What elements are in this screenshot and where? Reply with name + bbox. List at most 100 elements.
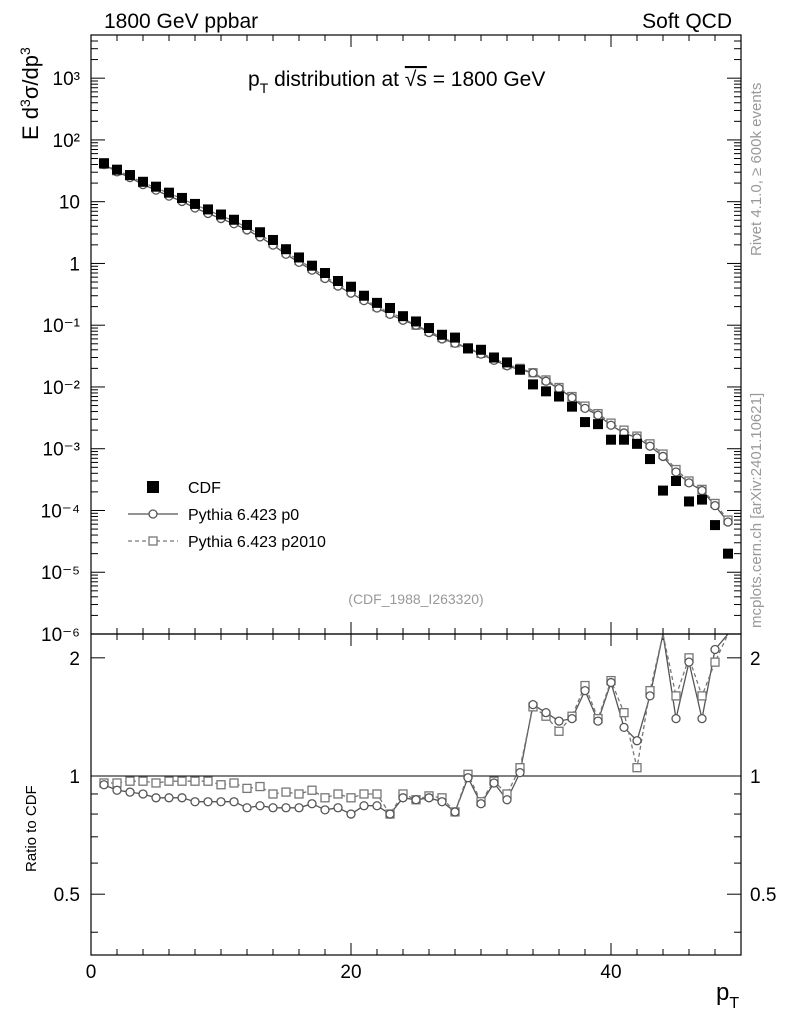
ratio-point-pythia-p2010 — [372, 789, 382, 799]
chart-title: pT distribution at √s = 1800 GeV — [248, 68, 545, 96]
y-tick-label: 10⁻³ — [43, 440, 81, 461]
ratio-line-pythia-p0 — [103, 633, 729, 815]
data-point-pythia-p0 — [541, 376, 551, 386]
ratio-point-pythia-p0 — [385, 809, 395, 819]
data-point-cdf — [593, 419, 603, 430]
data-point-pythia-p0 — [723, 517, 733, 527]
ratio-point-pythia-p2010 — [268, 789, 278, 799]
data-point-cdf — [216, 209, 226, 220]
ratio-point-pythia-p0 — [671, 713, 681, 724]
ratio-point-pythia-p0 — [242, 803, 252, 813]
data-point-pythia-p0 — [606, 420, 616, 430]
ratio-point-pythia-p0 — [684, 657, 694, 667]
ratio-point-pythia-p0 — [229, 797, 239, 807]
data-point-cdf — [541, 386, 551, 397]
y-axis-label: E d3σ/dp3 — [17, 47, 43, 140]
data-point-cdf — [645, 454, 655, 465]
data-point-cdf — [710, 520, 720, 531]
ratio-point-pythia-p0 — [151, 793, 161, 803]
data-point-pythia-p0 — [580, 403, 590, 414]
ratio-tick-label-right: 1 — [750, 767, 761, 788]
data-point-cdf — [515, 364, 525, 375]
ratio-point-pythia-p2010 — [255, 781, 265, 792]
ratio-point-pythia-p2010 — [320, 793, 330, 803]
ratio-y-label: Ratio to CDF — [23, 785, 40, 872]
ratio-point-pythia-p0 — [216, 797, 226, 807]
data-point-cdf — [476, 344, 486, 355]
ratio-point-pythia-p2010 — [554, 726, 564, 736]
legend-label: Pythia 6.423 p0 — [188, 507, 299, 524]
ratio-point-pythia-p0 — [203, 797, 213, 807]
ratio-tick-label: 2 — [69, 649, 80, 670]
rivet-version-label: Rivet 4.1.0, ≥ 600k events — [748, 82, 765, 256]
data-point-cdf — [619, 434, 629, 445]
data-point-cdf — [138, 176, 148, 187]
ratio-point-pythia-p2010 — [164, 776, 174, 786]
ratio-point-pythia-p0 — [645, 691, 655, 701]
header-right-title: Soft QCD — [642, 10, 732, 33]
svg-text:E d3σ/dp3: E d3σ/dp3 — [17, 47, 43, 140]
x-tick-label: 40 — [600, 962, 621, 983]
ratio-point-pythia-p0 — [177, 793, 187, 803]
data-point-cdf — [723, 548, 733, 559]
y-tick-label: 10² — [53, 131, 80, 152]
tick-labels: 0 20 40 10⁻⁶ 10⁻⁵ 10⁻⁴ 10⁻³ 10⁻² 10⁻¹ 1 10 10² 10³ 0.… — [41, 69, 777, 983]
ratio-point-pythia-p2010 — [346, 793, 356, 803]
data-point-pythia-p0 — [697, 485, 707, 496]
ratio-point-pythia-p0 — [138, 789, 148, 799]
series-line-pythia-p2010 — [103, 163, 729, 521]
data-point-cdf — [697, 494, 707, 505]
mcplots-source-label: mcplots.cern.ch [arXiv:2401.10621] — [748, 392, 765, 628]
y-tick-label: 10³ — [53, 69, 80, 90]
ratio-point-pythia-p2010 — [151, 778, 161, 788]
ratio-point-pythia-p0 — [164, 793, 174, 803]
header-left-title: 1800 GeV ppbar — [104, 10, 258, 33]
ratio-point-pythia-p2010 — [216, 780, 226, 790]
ratio-point-pythia-p2010 — [229, 778, 239, 788]
ratio-point-pythia-p0 — [528, 699, 538, 710]
ratio-point-pythia-p2010 — [242, 783, 252, 794]
ratio-point-pythia-p0 — [619, 722, 629, 733]
ratio-point-pythia-p0 — [606, 677, 616, 688]
data-point-cdf — [606, 434, 616, 445]
ratio-point-pythia-p2010 — [203, 776, 213, 786]
data-point-cdf — [229, 214, 239, 225]
ratio-point-pythia-p0 — [502, 795, 512, 805]
data-point-cdf — [671, 476, 681, 487]
data-point-cdf — [489, 352, 499, 363]
data-point-cdf — [411, 316, 421, 327]
data-point-cdf — [307, 260, 317, 271]
ratio-point-pythia-p0 — [307, 799, 317, 809]
data-point-pythia-p0 — [567, 393, 577, 403]
plot-frame — [90, 34, 742, 956]
data-point-cdf — [242, 219, 252, 230]
data-point-cdf — [502, 357, 512, 368]
ratio-point-pythia-p0 — [268, 803, 278, 813]
ratio-point-pythia-p0 — [515, 767, 525, 778]
y-tick-label: 10⁻¹ — [43, 316, 81, 337]
ratio-point-pythia-p0 — [281, 803, 291, 813]
ratio-point-pythia-p2010 — [281, 787, 291, 797]
y-tick-label: 1 — [69, 254, 80, 275]
data-point-cdf — [320, 268, 330, 279]
ratio-point-pythia-p0 — [372, 801, 382, 811]
x-tick-label: 0 — [86, 962, 97, 983]
ratio-point-pythia-p0 — [190, 797, 200, 807]
data-point-cdf — [528, 379, 538, 390]
ratio-point-pythia-p2010 — [125, 776, 135, 786]
data-point-cdf — [580, 417, 590, 428]
data-point-pythia-p0 — [554, 383, 564, 394]
data-point-cdf — [333, 275, 343, 286]
data-point-cdf — [255, 227, 265, 238]
ratio-point-pythia-p2010 — [359, 789, 369, 799]
data-point-cdf — [359, 290, 369, 301]
data-point-cdf — [281, 244, 291, 255]
data-series — [99, 158, 733, 819]
data-point-pythia-p0 — [593, 410, 603, 420]
legend: CDF Pythia 6.423 p0 Pythia 6.423 p2010 — [128, 480, 326, 551]
ratio-point-pythia-p0 — [294, 803, 304, 813]
data-point-cdf — [164, 187, 174, 198]
data-point-cdf — [112, 164, 122, 175]
ratio-point-pythia-p0 — [580, 685, 590, 696]
